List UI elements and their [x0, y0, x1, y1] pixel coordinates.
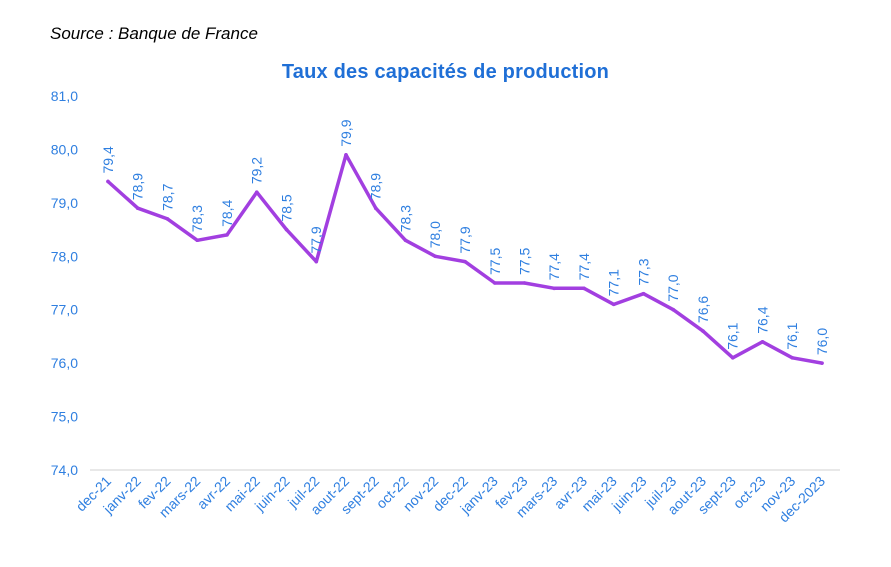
data-point — [760, 339, 765, 344]
x-axis-ticks: dec-21janv-22fev-22mars-22avr-22mai-22ju… — [73, 473, 829, 526]
y-tick-label: 77,0 — [51, 302, 78, 318]
data-label: 77,4 — [546, 253, 562, 280]
data-label: 78,5 — [279, 194, 295, 221]
y-tick-label: 76,0 — [51, 355, 78, 371]
data-label: 79,4 — [100, 146, 116, 173]
data-point — [820, 361, 824, 365]
y-tick-label: 74,0 — [51, 462, 78, 478]
data-label: 78,4 — [219, 199, 235, 226]
data-label: 76,4 — [755, 306, 771, 333]
data-label: 78,9 — [130, 173, 146, 200]
data-label: 78,9 — [368, 173, 384, 200]
data-label: 76,1 — [725, 322, 741, 349]
data-point — [790, 356, 795, 360]
data-point — [284, 227, 289, 232]
y-tick-label: 80,0 — [51, 141, 78, 157]
data-label: 77,9 — [457, 226, 473, 253]
data-point — [492, 281, 497, 285]
data-point — [314, 259, 319, 264]
data-label: 77,9 — [308, 226, 324, 253]
data-label: 78,7 — [160, 183, 176, 210]
data-label: 79,9 — [338, 119, 354, 146]
data-point — [611, 302, 616, 307]
data-point — [403, 238, 408, 243]
data-point — [433, 254, 438, 259]
data-point — [582, 286, 586, 291]
data-labels: 79,4 78,9 78,7 78,3 78,4 79,2 78,5 77,9 79,9 78,9… — [100, 119, 830, 355]
y-tick-label: 81,0 — [51, 88, 78, 104]
data-point — [522, 281, 527, 285]
data-label: 77,3 — [636, 258, 652, 285]
data-label: 77,0 — [665, 274, 681, 301]
y-tick-label: 79,0 — [51, 195, 78, 211]
source-note: Source : Banque de France — [50, 24, 258, 43]
data-label: 77,5 — [517, 248, 533, 275]
data-label: 76,0 — [814, 328, 830, 355]
series-line — [106, 153, 824, 365]
data-point — [225, 233, 229, 237]
data-label: 78,3 — [398, 205, 414, 232]
data-label: 77,1 — [606, 269, 622, 296]
data-label: 76,6 — [695, 296, 711, 323]
data-point — [373, 206, 378, 210]
data-label: 76,1 — [784, 322, 800, 349]
data-point — [254, 190, 259, 194]
data-point — [195, 238, 200, 243]
data-label: 77,4 — [576, 253, 592, 280]
chart-title: Taux des capacités de production — [281, 61, 610, 83]
y-tick-label: 78,0 — [51, 248, 78, 264]
data-point — [552, 286, 557, 291]
data-point — [135, 206, 140, 210]
y-tick-label: 75,0 — [51, 409, 78, 425]
data-point — [671, 307, 676, 312]
data-points — [106, 152, 824, 365]
data-point — [344, 152, 348, 157]
y-axis-ticks: 74,0 75,0 76,0 77,0 78,0 79,0 80,0 81,0 — [51, 88, 78, 478]
data-point — [463, 259, 467, 264]
data-point — [165, 217, 170, 221]
data-label: 78,3 — [189, 205, 205, 232]
data-label: 78,0 — [427, 221, 443, 248]
data-label: 79,2 — [249, 157, 265, 184]
data-point — [701, 329, 705, 333]
data-point — [641, 291, 646, 296]
data-point — [730, 356, 735, 360]
data-point — [106, 179, 110, 184]
data-label: 77,5 — [487, 248, 503, 275]
